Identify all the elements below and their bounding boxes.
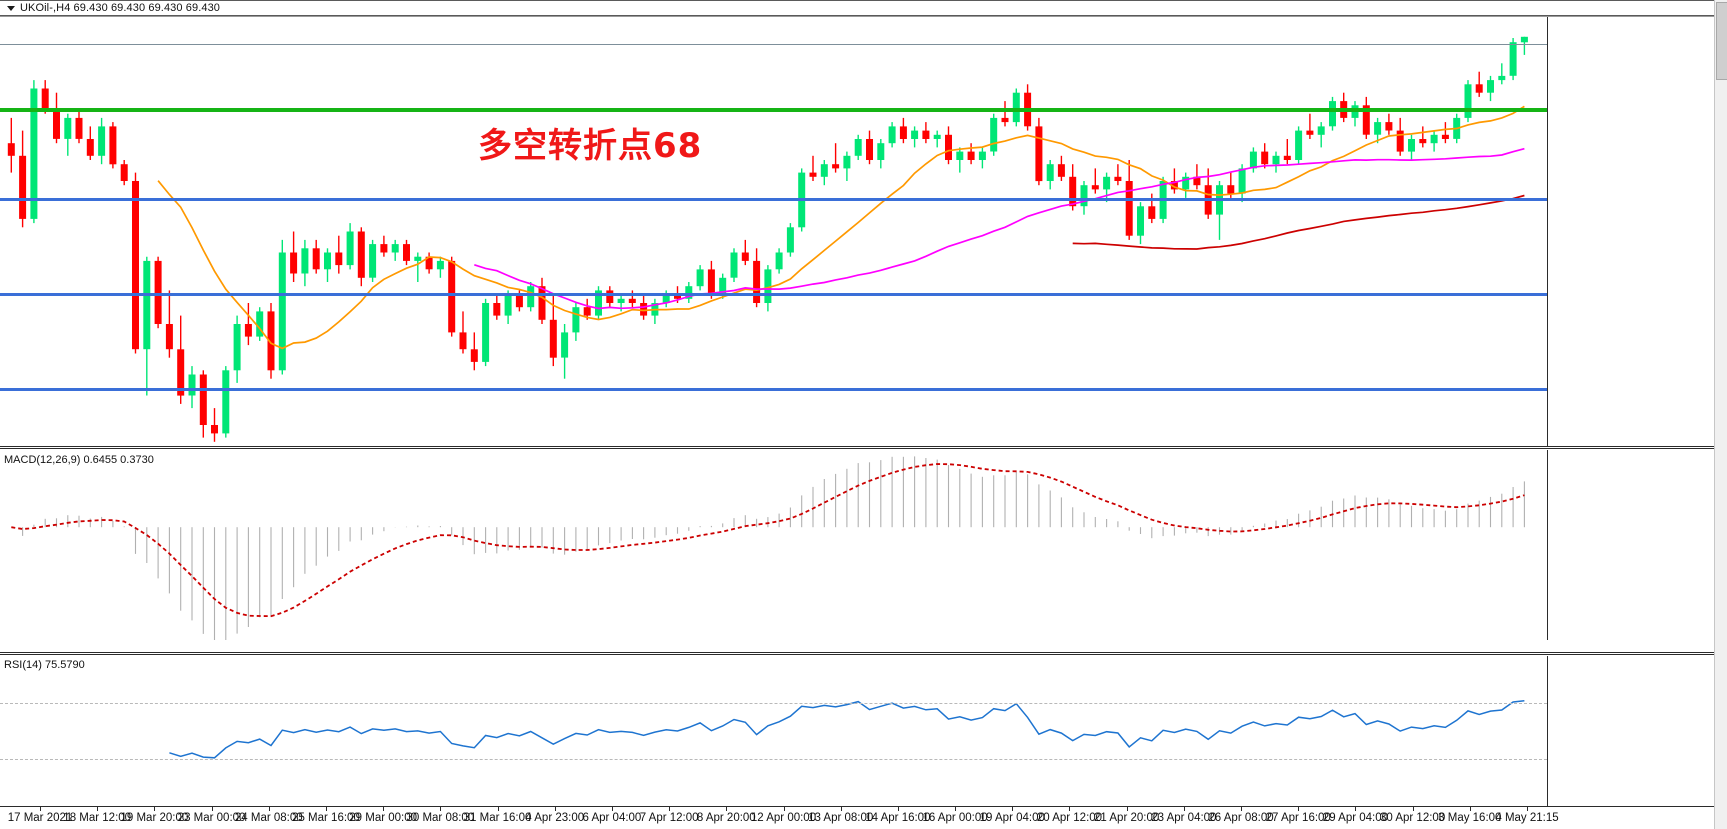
time-axis-label: 6 Apr 04:00 [582, 812, 642, 824]
price-pane[interactable]: 69.43068.71068.00067.39066.73066.00065.3… [0, 17, 1727, 446]
time-axis-tick [669, 807, 671, 811]
macd-pane-label: MACD(12,26,9) 0.6455 0.3730 [4, 454, 154, 466]
time-axis-tick [955, 807, 957, 811]
time-axis-label: 21 Apr 20:00 [1094, 812, 1160, 824]
time-axis-label: 20 Apr 12:00 [1036, 812, 1103, 824]
titlebar-top-rule [0, 0, 1727, 1]
time-axis-tick [840, 807, 842, 811]
chart-annotation-text: 多空转折点68 [478, 126, 703, 166]
time-axis-tick [1469, 807, 1471, 811]
time-axis-tick [897, 807, 899, 811]
time-axis-tick [497, 807, 499, 811]
time-axis-tick [1069, 807, 1071, 811]
time-axis-tick [1183, 807, 1185, 811]
time-axis-label: 13 Apr 08:00 [808, 812, 874, 824]
macd-scale-divider [1547, 450, 1548, 640]
time-axis-label: 18 Mar 12:00 [63, 812, 132, 824]
time-axis-label: 3 May 16:00 [1438, 812, 1502, 824]
titlebar-bottom-rule-2 [0, 16, 1727, 17]
titlebar-bottom-rule [0, 15, 1727, 16]
chart-title-bar: UKOil-,H4 69.430 69.430 69.430 69.430 [0, 0, 1727, 17]
time-axis-label: 29 Mar 00:00 [349, 812, 418, 824]
time-axis-label: 30 Mar 08:00 [406, 812, 475, 824]
time-axis-tick [154, 807, 156, 811]
price-scale-divider [1547, 17, 1548, 446]
time-axis-tick [325, 807, 327, 811]
rsi-scale-divider [1547, 656, 1548, 806]
time-axis-tick [440, 807, 442, 811]
time-axis-tick [1298, 807, 1300, 811]
macd-series [11, 456, 1525, 640]
scrollbar-thumb[interactable] [1716, 2, 1727, 80]
price-scale[interactable]: 69.43068.71068.00067.39066.73066.00065.3… [1547, 17, 1727, 446]
level-line-62500 [0, 388, 1547, 391]
level-line-68000 [0, 108, 1547, 112]
rsi-band-70 [0, 703, 1547, 704]
time-axis-label: 14 Apr 16:00 [865, 812, 931, 824]
rsi-pane-label: RSI(14) 75.5790 [4, 659, 85, 671]
time-axis-label: 19 Mar 20:00 [120, 812, 189, 824]
symbol-ohlc-label: UKOil-,H4 69.430 69.430 69.430 69.430 [20, 2, 221, 14]
time-axis-label: 23 Apr 04:00 [1151, 812, 1217, 824]
time-axis-label: 17 Mar 2021 [7, 812, 73, 824]
time-axis-tick [554, 807, 556, 811]
triangle-down-icon[interactable] [7, 6, 15, 11]
time-axis-tick [611, 807, 613, 811]
candlestick-series [7, 36, 1528, 442]
time-axis-label: 25 Mar 16:00 [292, 812, 360, 824]
time-axis-tick [1527, 807, 1528, 811]
time-axis-label: 27 Apr 16:00 [1265, 812, 1331, 824]
time-axis-label: 31 Mar 16:00 [463, 812, 532, 824]
time-axis-label: 19 Apr 04:00 [979, 812, 1045, 824]
last-price-line [0, 44, 1547, 45]
time-axis-tick [211, 807, 213, 811]
time-axis-label: 7 Apr 12:00 [639, 812, 699, 824]
rsi-band-30 [0, 759, 1547, 760]
time-axis-label: 26 Apr 08:00 [1208, 812, 1274, 824]
time-axis-tick [1012, 807, 1014, 811]
vertical-scrollbar[interactable] [1714, 0, 1727, 829]
time-axis-tick [726, 807, 728, 811]
pane-separator-1 [0, 446, 1727, 449]
macd-scale[interactable]: 1.0639 0.00 -1.5536 [1547, 450, 1727, 640]
level-line-64500 [0, 293, 1547, 296]
level-line-66000 [0, 198, 1547, 201]
time-axis-label: 29 Apr 04:00 [1322, 812, 1389, 824]
time-axis[interactable]: 17 Mar 2021 18 Mar 12:00 19 Mar 20:00 23 Ma… [0, 806, 1727, 829]
time-axis-label: 4 Apr 23:00 [525, 812, 585, 824]
rsi-scale[interactable]: 100 70 30 0 [1547, 656, 1727, 806]
macd-plot-area[interactable]: MACD(12,26,9) 0.6455 0.3730 [0, 450, 1547, 640]
time-axis-tick [1126, 807, 1128, 811]
time-axis-label: 8 Apr 20:00 [696, 812, 756, 824]
time-axis-tick [783, 807, 785, 811]
time-axis-tick [1412, 807, 1414, 811]
rsi-series [169, 700, 1525, 759]
time-axis-label: 24 Mar 08:00 [234, 812, 303, 824]
time-axis-label: 30 Apr 12:00 [1379, 812, 1446, 824]
time-axis-tick [1241, 807, 1243, 811]
time-axis-rule [0, 806, 1727, 807]
rsi-plot-area[interactable]: RSI(14) 75.5790 [0, 656, 1547, 806]
pane-separator-2 [0, 652, 1727, 655]
rsi-pane[interactable]: RSI(14) 75.5790 100 70 30 0 [0, 656, 1727, 806]
time-axis-label: 12 Apr 00:00 [750, 812, 817, 824]
time-axis-tick [40, 807, 41, 811]
time-axis-label: 23 Mar 00:00 [177, 812, 246, 824]
time-axis-label: 4 May 21:15 [1495, 812, 1559, 824]
time-axis-tick [1355, 807, 1357, 811]
time-axis-tick [97, 807, 99, 811]
price-plot-area[interactable] [0, 17, 1547, 446]
time-axis-tick [268, 807, 270, 811]
macd-pane[interactable]: MACD(12,26,9) 0.6455 0.3730 1.0639 0.00 … [0, 450, 1727, 640]
time-axis-tick [383, 807, 385, 811]
time-axis-label: 16 Apr 00:00 [922, 812, 988, 824]
